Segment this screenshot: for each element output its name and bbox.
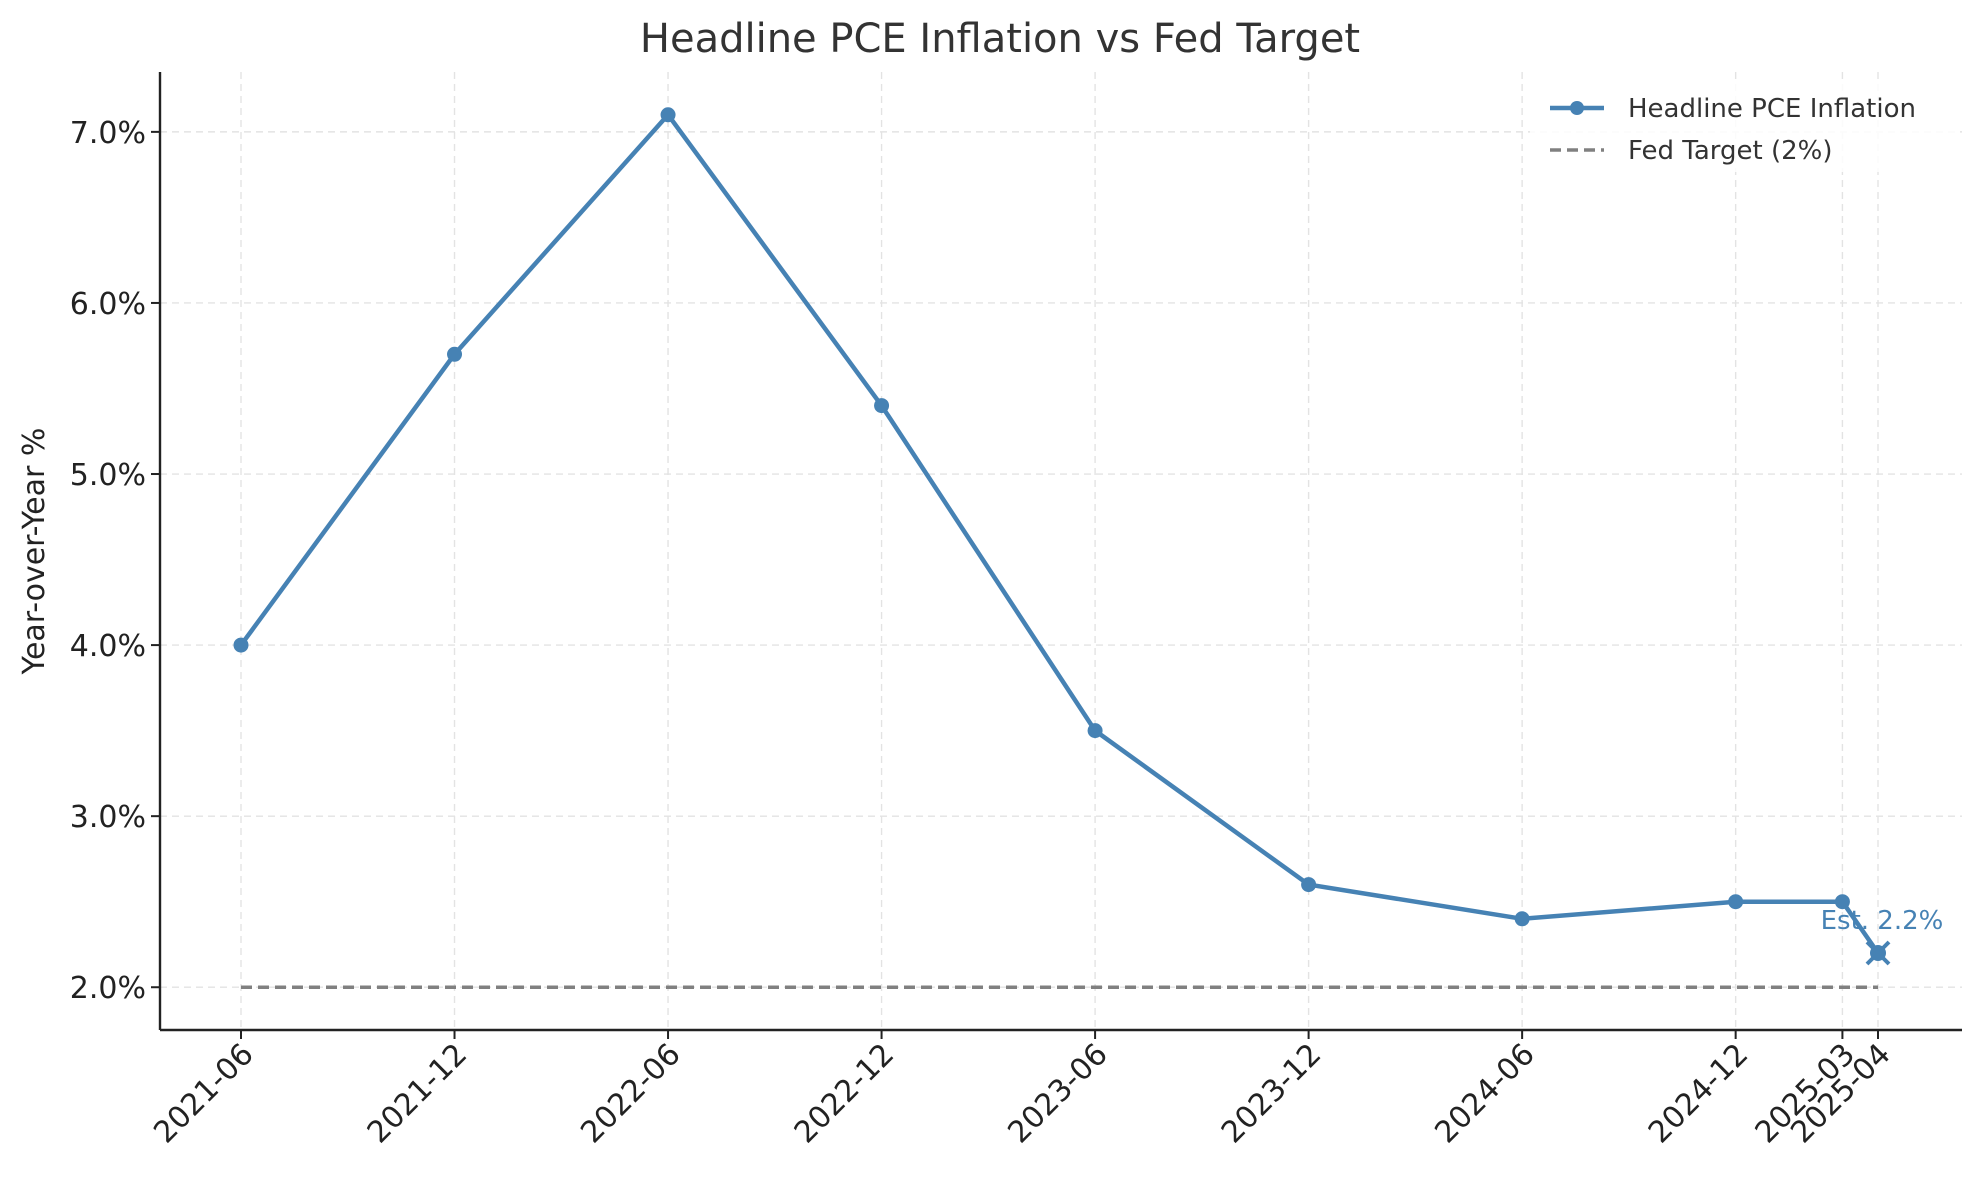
y-axis-label: Year-over-Year % xyxy=(17,428,52,676)
y-tick-label: 7.0% xyxy=(70,116,146,151)
legend-marker-pce xyxy=(1570,101,1584,115)
x-tick-label: 2022-12 xyxy=(788,1037,901,1150)
y-ticks: 2.0% 3.0% 4.0% 5.0% 6.0% 7.0% xyxy=(70,116,160,1006)
x-tick-label: 2024-06 xyxy=(1428,1037,1541,1150)
x-tick-label: 2023-06 xyxy=(1001,1037,1114,1150)
x-tick-label: 2023-12 xyxy=(1215,1037,1328,1150)
x-tick-label: 2024-12 xyxy=(1642,1037,1755,1150)
y-tick-label: 2.0% xyxy=(70,971,146,1006)
pce-point xyxy=(1870,945,1886,962)
legend-label-pce: Headline PCE Inflation xyxy=(1628,94,1916,124)
axes xyxy=(158,72,1962,1032)
pce-series-line xyxy=(239,112,1880,955)
x-ticks: 2021-06 2021-12 2022-06 2022-12 2023-06 2023-… xyxy=(147,1030,1898,1150)
legend-label-target: Fed Target (2%) xyxy=(1628,136,1833,166)
x-tick-label: 2022-06 xyxy=(574,1037,687,1150)
y-tick-label: 4.0% xyxy=(70,629,146,664)
pce-point xyxy=(1301,877,1317,893)
annotations: Est. 2.2% xyxy=(1821,906,1944,936)
estimate-annotation: Est. 2.2% xyxy=(1821,906,1944,936)
grid xyxy=(160,72,1962,1030)
pce-point xyxy=(1087,723,1103,739)
pce-point xyxy=(233,637,249,653)
series xyxy=(233,107,1891,989)
pce-point xyxy=(1834,894,1850,910)
pce-point xyxy=(1728,894,1744,910)
pce-point xyxy=(447,346,463,362)
x-tick-label: 2021-12 xyxy=(361,1037,474,1150)
chart-title: Headline PCE Inflation vs Fed Target xyxy=(640,16,1360,62)
y-tick-label: 3.0% xyxy=(70,800,146,835)
pce-point xyxy=(660,107,676,123)
y-tick-label: 5.0% xyxy=(70,458,146,493)
x-tick-label: 2021-06 xyxy=(147,1037,260,1150)
legend: Headline PCE Inflation Fed Target (2%) xyxy=(1530,82,1960,172)
y-tick-label: 6.0% xyxy=(70,287,146,322)
pce-point xyxy=(874,398,890,414)
pce-point xyxy=(1514,911,1530,927)
